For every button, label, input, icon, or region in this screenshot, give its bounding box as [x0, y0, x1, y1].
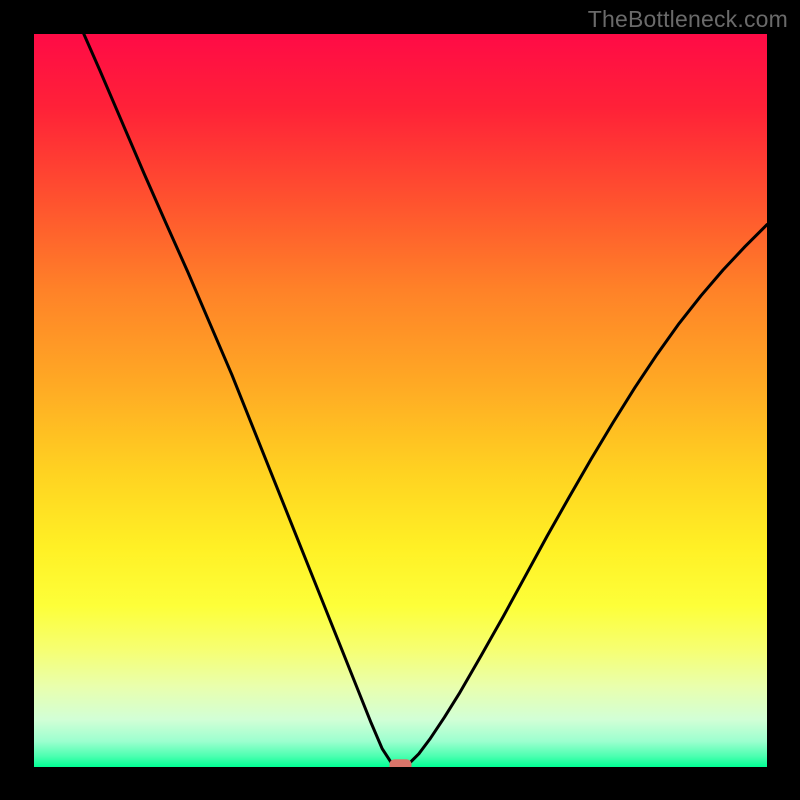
gradient-background [34, 34, 767, 767]
chart-container: TheBottleneck.com [0, 0, 800, 800]
plot-area [34, 34, 767, 767]
watermark-text: TheBottleneck.com [588, 6, 788, 33]
chart-svg [34, 34, 767, 767]
optimal-marker [390, 759, 412, 767]
